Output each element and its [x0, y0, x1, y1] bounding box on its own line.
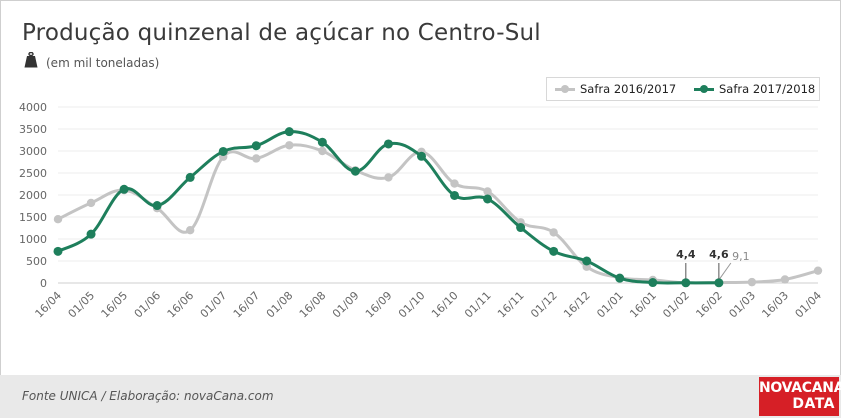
data-point-2017-16/08 — [317, 137, 327, 147]
data-point-2017-01/12 — [549, 246, 559, 256]
x-tick-label: 16/08 — [297, 289, 329, 321]
data-point-2016-16/06 — [185, 226, 195, 235]
data-point-2017-16/04 — [53, 246, 63, 256]
data-point-2017-16/10 — [450, 190, 460, 200]
data-point-2016-01/08 — [285, 141, 294, 150]
x-tick-label: 01/09 — [330, 289, 362, 321]
data-point-2017-01/06 — [152, 201, 162, 211]
data-point-2016-01/05 — [86, 198, 96, 208]
data-point-2016-16/08 — [318, 146, 327, 156]
y-tick-label: 4000 — [19, 101, 47, 114]
data-point-2017-01/02 — [681, 278, 691, 288]
x-tick-label: 16/01 — [627, 289, 659, 321]
x-tick-label: 01/04 — [793, 289, 825, 321]
x-tick-label: 16/10 — [429, 289, 461, 321]
x-tick-label: 16/03 — [759, 289, 791, 321]
x-tick-label: 01/08 — [264, 289, 296, 321]
series-line-2016-2017 — [57, 143, 819, 285]
data-point-2016-16/03 — [780, 275, 790, 284]
footer-bar: Fonte UNICA / Elaboração: novaCana.com — [0, 375, 841, 418]
data-point-2016-01/03 — [747, 277, 757, 287]
y-tick-label: 0 — [40, 277, 47, 290]
x-tick-label: 16/12 — [561, 289, 593, 321]
x-tick-label: 16/07 — [231, 289, 263, 321]
data-point-2017-01/09 — [350, 166, 360, 176]
data-point-2016-01/04 — [813, 266, 823, 275]
annotation-label: 9,1 — [732, 250, 750, 263]
data-point-2016-16/09 — [384, 173, 393, 182]
x-tick-label: 16/09 — [363, 289, 395, 321]
x-tick-label: 01/05 — [66, 289, 98, 321]
annotation-label: 4,6 — [709, 248, 729, 261]
y-tick-label: 3000 — [19, 145, 47, 158]
chart-title: Produção quinzenal de açúcar no Centro-S… — [22, 20, 541, 46]
x-tick-label: 01/06 — [132, 289, 164, 321]
y-tick-label: 2000 — [19, 189, 47, 202]
x-tick-label: 01/07 — [198, 289, 230, 321]
data-point-2016-16/10 — [450, 179, 459, 188]
y-tick-label: 1000 — [19, 233, 47, 246]
x-tick-label: 16/04 — [33, 289, 65, 321]
logo-text-bottom: DATA — [792, 396, 835, 412]
data-point-2017-16/12 — [582, 256, 592, 266]
data-point-2017-01/10 — [416, 151, 426, 161]
legend-marker-2017 — [700, 85, 708, 93]
weight-icon — [24, 52, 38, 68]
data-point-2017-01/05 — [86, 229, 96, 239]
x-tick-label: 16/06 — [165, 289, 197, 321]
data-point-2017-16/05 — [119, 184, 129, 194]
data-point-2017-16/11 — [516, 223, 526, 233]
x-tick-label: 01/01 — [594, 289, 626, 321]
data-point-2017-16/02 — [714, 278, 724, 288]
y-tick-label: 2500 — [19, 167, 47, 180]
legend-label-2017: Safra 2017/2018 — [719, 82, 816, 96]
chart-subtitle: (em mil toneladas) — [46, 56, 160, 70]
x-tick-label: 16/11 — [495, 289, 527, 321]
data-point-2017-01/01 — [615, 273, 625, 283]
y-tick-label: 3500 — [19, 123, 47, 136]
data-point-2017-01/08 — [284, 127, 294, 137]
source-note: Fonte UNICA / Elaboração: novaCana.com — [22, 389, 274, 403]
data-point-2017-16/06 — [185, 172, 195, 182]
data-point-2017-16/07 — [251, 141, 261, 151]
x-tick-label: 01/12 — [528, 289, 560, 321]
x-tick-label: 01/11 — [462, 289, 494, 321]
legend-label-2016: Safra 2016/2017 — [580, 82, 677, 96]
chart-legend: Safra 2016/2017 Safra 2017/2018 — [546, 77, 820, 101]
data-point-2017-01/11 — [483, 194, 493, 204]
data-point-2016-01/11 — [483, 187, 492, 196]
x-tick-label: 16/05 — [99, 289, 131, 321]
y-tick-label: 500 — [26, 255, 47, 268]
legend-marker-2016 — [561, 85, 569, 93]
data-point-2017-01/07 — [218, 146, 228, 156]
y-tick-label: 1500 — [19, 211, 47, 224]
x-tick-label: 01/10 — [396, 289, 428, 321]
data-point-2016-16/04 — [53, 215, 63, 224]
data-point-2017-16/09 — [383, 139, 393, 149]
novacana-data-logo[interactable]: NOVACANA DATA — [759, 377, 841, 416]
data-point-2017-16/01 — [648, 278, 658, 288]
data-point-2016-16/07 — [252, 154, 261, 163]
x-tick-label: 01/03 — [726, 289, 758, 321]
x-tick-label: 01/02 — [660, 289, 692, 321]
logo-text-top: NOVACANA — [759, 380, 841, 396]
annotation-label: 4,4 — [676, 248, 696, 261]
annotation-leader — [719, 262, 732, 279]
data-point-2016-01/12 — [549, 228, 558, 237]
x-tick-label: 16/02 — [693, 289, 725, 321]
